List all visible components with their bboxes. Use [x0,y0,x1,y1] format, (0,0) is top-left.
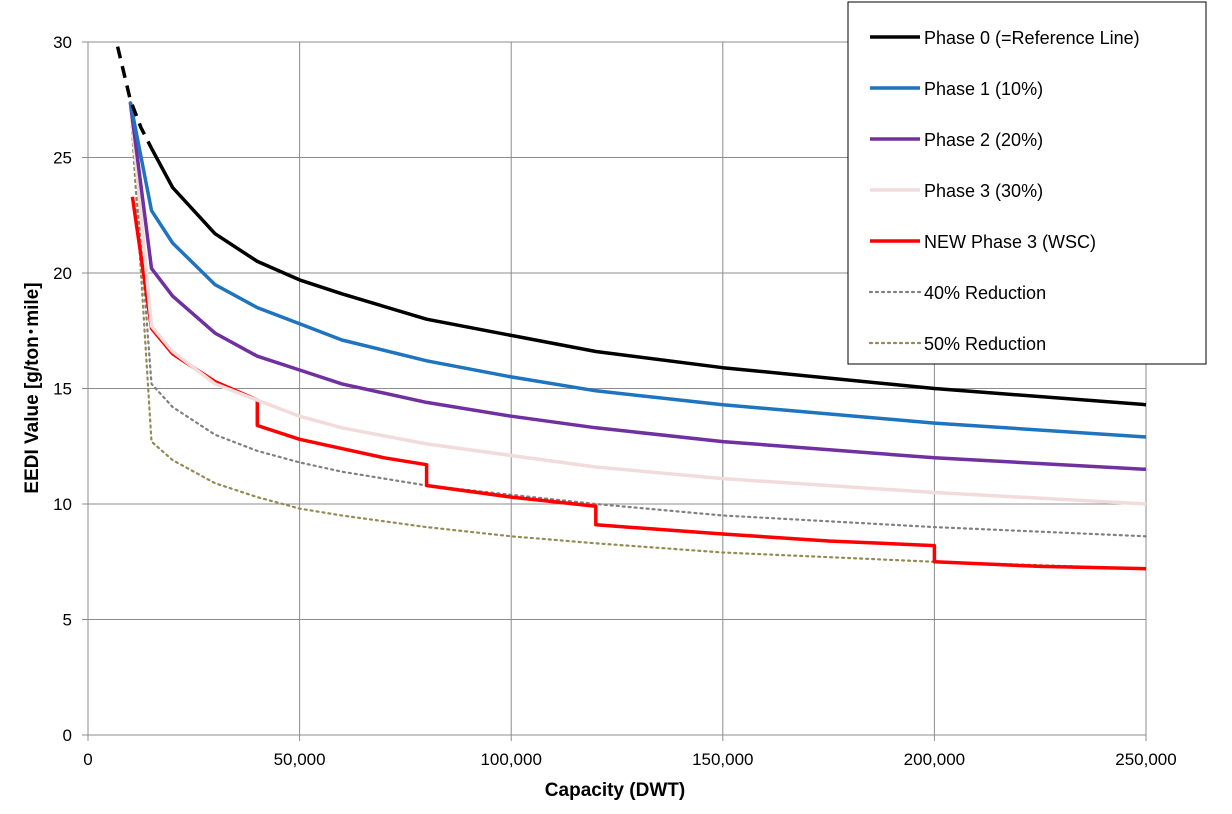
x-tick-label: 150,000 [692,750,753,769]
series-line-phase-3-30 [128,101,1147,506]
series-line-new-phase-3-wsc [130,196,1147,571]
y-tick-label: 30 [53,33,72,52]
y-tick-label: 0 [63,726,72,745]
legend-label: 50% Reduction [924,334,1046,354]
series-line-40-reduction [129,101,1148,538]
legend-label: 40% Reduction [924,283,1046,303]
y-tick-label: 20 [53,264,72,283]
legend-label: Phase 0 (=Reference Line) [924,28,1140,48]
series-line-phase-0-extension-below-15-000-dwt [115,46,154,150]
y-tick-label: 25 [53,149,72,168]
series-layer [115,46,1148,571]
legend-label: Phase 2 (20%) [924,130,1043,150]
y-tick-label: 10 [53,495,72,514]
x-tick-label: 200,000 [904,750,965,769]
legend-label: Phase 3 (30%) [924,181,1043,201]
tick-labels: 0 50,000 100,000 150,000 200,000 250,000 0 5 10 1… [53,33,1177,769]
series-line-phase-0-reference-line [149,147,1147,407]
y-tick-label: 5 [63,611,72,630]
x-tick-label: 50,000 [274,750,326,769]
legend-box [847,1,1207,365]
x-axis-title: Capacity (DWT) [545,780,685,801]
series-line-phase-1-10 [128,101,1147,439]
x-tick-label: 250,000 [1115,750,1176,769]
series-line-50-reduction [129,101,1148,570]
legend-label: NEW Phase 3 (WSC) [924,232,1096,252]
legend: Phase 0 (=Reference Line) Phase 1 (10%) Ph… [847,1,1207,365]
axes [82,41,1147,741]
x-tick-label: 100,000 [480,750,541,769]
y-axis-title: EEDI Value [g/ton･mile] [22,282,43,493]
series-line-phase-2-20 [128,101,1147,472]
x-tick-label: 0 [83,750,92,769]
y-tick-label: 15 [53,380,72,399]
legend-label: Phase 1 (10%) [924,79,1043,99]
